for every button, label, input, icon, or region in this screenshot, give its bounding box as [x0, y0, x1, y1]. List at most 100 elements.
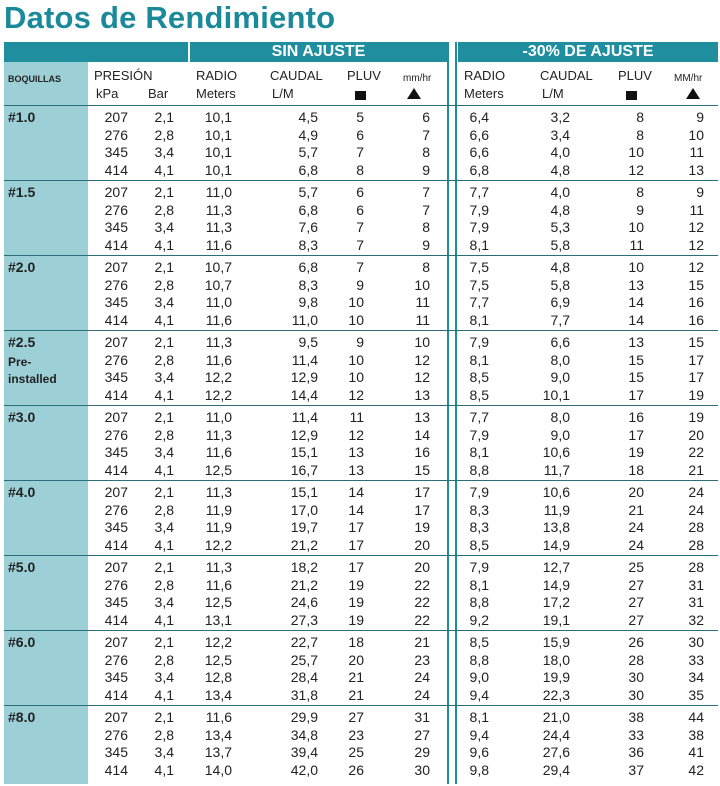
- table-cell: 4,9: [298, 126, 318, 143]
- table-cell: 25: [348, 744, 364, 761]
- table-cell: 11: [689, 201, 704, 218]
- section-sin-ajuste: SIN AJUSTE: [190, 42, 447, 62]
- table-cell: 7: [356, 144, 364, 161]
- table-cell: 345: [104, 369, 128, 386]
- table-cell: 6,6: [469, 126, 489, 143]
- table-cell: 30: [628, 669, 644, 686]
- table-cell: 31: [688, 576, 704, 593]
- table-cell: 207: [104, 109, 128, 125]
- table-row: 414 4,1 10,1 6,8 8 9 6,8 4,8 12 13: [0, 161, 720, 179]
- table-cell: 4,1: [154, 161, 174, 178]
- table-cell: 14: [628, 294, 644, 311]
- table-cell: 13: [414, 386, 430, 403]
- table-cell: 7,7: [550, 311, 570, 328]
- table-cell: 22,3: [542, 686, 570, 703]
- table-cell: 6,8: [298, 259, 318, 275]
- table-cell: 3,4: [154, 744, 174, 761]
- square-icon: [355, 91, 366, 100]
- table-row: 276 2,8 11,6 21,2 19 22 8,1 14,9 27 31: [0, 576, 720, 594]
- table-cell: 20: [348, 651, 364, 668]
- table-cell: 7,7: [469, 294, 489, 311]
- table-cell: 11,3: [205, 484, 232, 500]
- table-row: 207 2,1 10,1 4,5 5 6 6,4 3,2 8 9: [0, 108, 720, 126]
- table-cell: 23: [348, 726, 364, 743]
- table-cell: 345: [104, 444, 128, 461]
- table-cell: 14: [414, 426, 430, 443]
- table-cell: 7,9: [469, 559, 489, 575]
- table-cell: 8,3: [469, 519, 489, 536]
- table-cell: 15: [628, 369, 644, 386]
- group-divider: [4, 480, 718, 481]
- table-cell: 16: [688, 311, 704, 328]
- table-cell: 11,9: [205, 519, 232, 536]
- table-cell: 9: [696, 109, 704, 125]
- table-cell: 22,7: [290, 634, 318, 650]
- table-cell: 13,1: [204, 611, 232, 628]
- table-cell: 12: [414, 351, 430, 368]
- table-cell: 9: [636, 201, 644, 218]
- table-row: 414 4,1 11,6 11,0 10 11 8,1 7,7 14 16: [0, 311, 720, 329]
- table-cell: 10: [348, 369, 364, 386]
- table-cell: 27,6: [542, 744, 570, 761]
- table-cell: 15,9: [542, 634, 570, 650]
- table-cell: 276: [104, 576, 128, 593]
- table-cell: 29,4: [542, 761, 570, 778]
- table-row: 414 4,1 13,4 31,8 21 24 9,4 22,3 30 35: [0, 686, 720, 704]
- table-cell: 19,1: [542, 611, 570, 628]
- table-cell: 5: [356, 109, 364, 125]
- table-cell: 8,1: [469, 576, 489, 593]
- section-ajuste: -30% DE AJUSTE: [458, 42, 718, 62]
- table-cell: 19,7: [290, 519, 318, 536]
- table-row: 276 2,8 11,9 17,0 14 17 8,3 11,9 21 24: [0, 501, 720, 519]
- table-cell: 207: [104, 334, 128, 350]
- table-cell: 10,1: [204, 126, 232, 143]
- table-cell: 12: [628, 161, 644, 178]
- table-row: 276 2,8 10,7 8,3 9 10 7,5 5,8 13 15: [0, 276, 720, 294]
- table-cell: 10,6: [542, 484, 570, 500]
- table-cell: 17: [628, 386, 644, 403]
- table-cell: 11: [349, 409, 364, 425]
- nozzle-label: #6.0: [8, 634, 36, 650]
- table-cell: 4,8: [550, 201, 570, 218]
- table-cell: 5,7: [298, 144, 318, 161]
- table-cell: 33: [688, 651, 704, 668]
- table-cell: 9,6: [469, 744, 489, 761]
- table-cell: 10: [348, 294, 364, 311]
- table-cell: 13: [414, 409, 430, 425]
- nozzle-label: #2.5: [8, 334, 36, 350]
- nozzle-column-shading: [4, 62, 88, 784]
- table-cell: 7,9: [469, 426, 489, 443]
- table-cell: 5,7: [298, 184, 318, 200]
- table-cell: 9,4: [469, 726, 489, 743]
- table-cell: 20: [414, 536, 430, 553]
- table-cell: 15: [688, 334, 704, 350]
- table-cell: 414: [104, 236, 128, 253]
- table-cell: 10: [414, 276, 430, 293]
- table-cell: 6,6: [550, 334, 570, 350]
- table-cell: 4,1: [154, 461, 174, 478]
- table-cell: 276: [104, 426, 128, 443]
- table-cell: 44: [688, 709, 704, 725]
- table-cell: 414: [104, 386, 128, 403]
- table-cell: 20: [688, 426, 704, 443]
- table-cell: 22: [688, 444, 704, 461]
- table-cell: 276: [104, 651, 128, 668]
- table-cell: 23: [414, 651, 430, 668]
- table-cell: 16: [688, 294, 704, 311]
- table-cell: 22: [414, 611, 430, 628]
- table-cell: 30: [688, 634, 704, 650]
- table-cell: 17,2: [542, 594, 570, 611]
- nozzle-label: #3.0: [8, 409, 36, 425]
- group-divider: [4, 705, 718, 706]
- table-cell: 2,1: [154, 559, 174, 575]
- table-cell: 12,5: [204, 651, 232, 668]
- table-cell: 13,8: [542, 519, 570, 536]
- table-cell: 3,4: [154, 669, 174, 686]
- table-cell: 207: [104, 409, 128, 425]
- table-cell: 7,5: [469, 259, 489, 275]
- table-cell: 27: [628, 576, 644, 593]
- table-cell: 6: [356, 201, 364, 218]
- table-cell: 9,2: [469, 611, 489, 628]
- table-cell: 4,1: [154, 311, 174, 328]
- table-cell: 4,8: [550, 259, 570, 275]
